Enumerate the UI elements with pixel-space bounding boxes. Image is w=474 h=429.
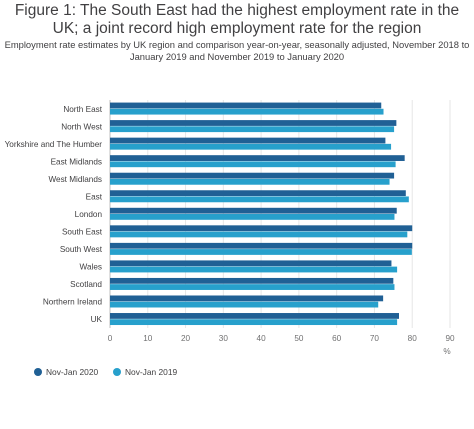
x-tick-label-20: 20 (181, 334, 191, 343)
category-label: UK (91, 315, 103, 324)
legend: Nov-Jan 2020 Nov-Jan 2019 (34, 367, 177, 377)
bar-nov-jan-2019[interactable] (110, 284, 395, 290)
bar-nov-jan-2019[interactable] (110, 143, 392, 150)
x-tick-label-70: 70 (370, 334, 380, 343)
category-label: North East (63, 105, 102, 114)
category-label: London (75, 210, 103, 219)
category-label: South West (60, 245, 103, 254)
x-tick-labels: 0 10 20 30 40 50 60 70 80 90 (108, 334, 455, 343)
x-tick-label-10: 10 (143, 334, 153, 343)
chart-subtitle: Employment rate estimates by UK region a… (4, 39, 470, 62)
x-tick-label-80: 80 (408, 334, 418, 343)
bars (110, 102, 413, 326)
bar-nov-jan-2020[interactable] (110, 295, 384, 302)
bar-nov-jan-2019[interactable] (110, 196, 409, 203)
bar-nov-jan-2020[interactable] (110, 155, 405, 161)
x-tick-label-50: 50 (294, 334, 304, 343)
x-tick-label-90: 90 (445, 334, 455, 343)
bar-nov-jan-2020[interactable] (110, 190, 406, 197)
category-label: Northern Ireland (43, 298, 103, 307)
category-label: North West (61, 122, 103, 131)
bar-nov-jan-2019[interactable] (110, 161, 396, 168)
category-label: East Midlands (51, 157, 102, 166)
chart-title: Figure 1: The South East had the highest… (14, 2, 460, 37)
bar-nov-jan-2019[interactable] (110, 126, 395, 133)
legend-label: Nov-Jan 2019 (125, 367, 177, 377)
legend-label: Nov-Jan 2020 (46, 367, 98, 377)
bar-nov-jan-2020[interactable] (110, 242, 413, 249)
bar-nov-jan-2019[interactable] (110, 231, 408, 238)
bar-nov-jan-2019[interactable] (110, 178, 390, 185)
bar-nov-jan-2019[interactable] (110, 301, 379, 308)
bar-nov-jan-2020[interactable] (110, 260, 392, 267)
category-label: Scotland (70, 280, 102, 289)
bar-nov-jan-2019[interactable] (110, 266, 398, 273)
x-tick-label-40: 40 (257, 334, 267, 343)
category-label: South East (62, 228, 103, 237)
x-tick-label-30: 30 (219, 334, 229, 343)
legend-swatch (113, 368, 121, 376)
bar-nov-jan-2019[interactable] (110, 214, 395, 220)
bar-nov-jan-2020[interactable] (110, 277, 394, 284)
x-tick-label-0: 0 (108, 334, 113, 343)
x-axis-unit-label: % (443, 347, 450, 356)
category-label: Wales (80, 263, 102, 272)
legend-swatch (34, 368, 42, 376)
x-tick-label-60: 60 (332, 334, 342, 343)
bar-nov-jan-2020[interactable] (110, 120, 397, 126)
category-label: West Midlands (48, 175, 102, 184)
category-labels: North East North West Yorkshire and The Hu… (5, 105, 103, 324)
bar-nov-jan-2020[interactable] (110, 313, 399, 319)
category-label: East (86, 192, 103, 201)
bar-nov-jan-2019[interactable] (110, 319, 398, 326)
bar-nov-jan-2020[interactable] (110, 137, 386, 144)
bar-nov-jan-2020[interactable] (110, 102, 382, 109)
bar-nov-jan-2020[interactable] (110, 207, 397, 214)
bar-nov-jan-2020[interactable] (110, 225, 413, 232)
bar-nov-jan-2020[interactable] (110, 172, 395, 179)
bar-nov-jan-2019[interactable] (110, 108, 384, 115)
bar-nov-jan-2019[interactable] (110, 249, 412, 255)
category-label: Yorkshire and The Humber (5, 140, 103, 149)
